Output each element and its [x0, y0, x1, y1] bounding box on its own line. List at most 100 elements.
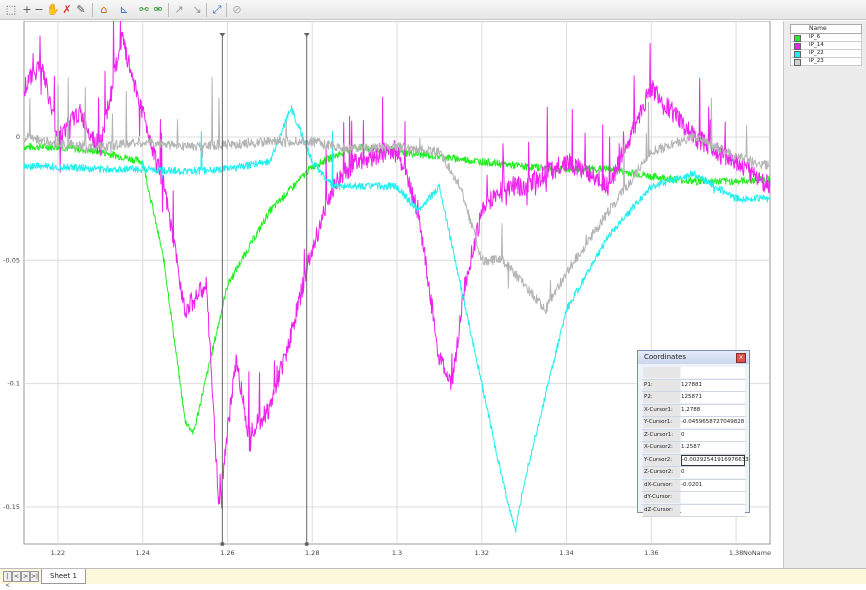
coordinates-label: P2:	[643, 392, 680, 403]
sheet-tab-bar: |< < > >| Sheet 1	[0, 568, 866, 589]
coordinates-value[interactable]: 1.2788	[681, 404, 745, 416]
next-sheet-button[interactable]: >	[21, 571, 30, 582]
coordinates-value[interactable]: -0.0459658727049828	[681, 417, 745, 428]
cursor-bottom-marker	[220, 542, 225, 546]
cursor-top-marker	[219, 33, 226, 37]
y-tick-label: -0.05	[3, 256, 20, 264]
legend-label: IP_14	[809, 42, 824, 48]
lock-icon[interactable]: ⊘	[232, 3, 242, 16]
coordinates-row: dZ-Cursor:	[642, 504, 746, 517]
toolbar: ⬚ + − ✋ ✗ ✎ ⌂ ⊾ ⚯ ⚮ ↗ ↘ ⤢ ⊘	[0, 0, 866, 20]
x-tick-label: 1.26	[220, 549, 234, 557]
select-tool-icon[interactable]: ⬚	[5, 3, 17, 16]
toolbar-separator	[92, 3, 93, 17]
legend-swatch[interactable]	[794, 59, 801, 66]
x-tick-label: 1.3	[392, 549, 402, 557]
prev-sheet-button[interactable]: <	[12, 571, 21, 582]
coordinates-row: Y-Cursor2: -0.00292541916976633	[642, 454, 749, 467]
toolbar-separator	[226, 3, 227, 17]
legend-item-ip-14[interactable]: IP_14	[790, 42, 862, 50]
y-tick-label: -0.1	[7, 380, 20, 388]
add-point-icon[interactable]: +	[22, 3, 32, 16]
coordinates-row: dX-Cursor: -0.0201	[642, 479, 746, 492]
unlink-icon[interactable]: ⚮	[153, 3, 163, 16]
coordinates-label: dZ-Cursor:	[643, 504, 680, 516]
coordinates-value[interactable]: 0	[681, 467, 745, 478]
legend-item-ip-6[interactable]: IP_6	[790, 34, 862, 42]
delete-x-icon[interactable]: ✗	[62, 3, 72, 16]
x-tick-label: 1.38	[729, 549, 743, 557]
coordinates-row: Y-Cursor1: -0.0459658727049828	[642, 417, 746, 430]
hand-pan-icon[interactable]: ✋	[46, 3, 60, 16]
legend-item-ip-22[interactable]: IP_22	[790, 50, 862, 58]
cursor-top-marker	[303, 33, 310, 37]
close-icon[interactable]: ×	[736, 353, 746, 363]
first-sheet-button[interactable]: |<	[3, 571, 12, 589]
axis-icon[interactable]: ⊾	[119, 3, 129, 16]
coordinates-value[interactable]: -0.0201	[681, 479, 745, 491]
coordinates-row: X-Cursor1: 1.2788	[642, 404, 746, 417]
coordinates-label: X-Cursor1:	[643, 404, 680, 416]
coordinates-label: Y-Cursor2:	[643, 454, 680, 466]
toolbar-separator	[206, 3, 207, 17]
legend-swatch[interactable]	[794, 35, 801, 42]
y-tick-label: -0.15	[3, 503, 20, 511]
coordinates-row: dY-Cursor:	[642, 492, 746, 505]
legend-label: IP_6	[809, 34, 821, 40]
coordinates-label: P1:	[643, 379, 680, 391]
x-tick-label: 1.36	[644, 549, 658, 557]
tab-sheet-1[interactable]: Sheet 1	[41, 569, 86, 584]
coordinates-value[interactable]	[681, 492, 745, 503]
coordinates-label: dY-Cursor:	[643, 492, 680, 503]
coordinates-row: P2: 125871	[642, 392, 746, 405]
series-line	[23, 105, 771, 533]
coordinates-value[interactable]	[681, 367, 745, 378]
last-sheet-button[interactable]: >|	[30, 571, 39, 582]
cursor-icon[interactable]: ↗	[174, 3, 184, 16]
y-tick-label: 0	[16, 133, 20, 141]
coordinates-label: Y-Cursor1:	[643, 417, 680, 428]
x-tick-label: 1.32	[475, 549, 489, 557]
x-tick-label: 1.28	[305, 549, 319, 557]
coordinates-label: Z-Cursor2:	[643, 467, 680, 478]
legend-item-ip-23[interactable]: IP_23	[790, 58, 862, 66]
measure-icon[interactable]: ↘	[192, 3, 202, 16]
coordinates-row: Z-Cursor2: 0	[642, 467, 746, 480]
legend-header: Name	[790, 24, 862, 34]
link-icon[interactable]: ⚯	[139, 3, 149, 16]
zoom-fit-icon[interactable]: ⤢	[212, 3, 222, 16]
coordinates-table: P1: 127881 P2: 125871 X-Cursor1: 1.2788 Y-Curs…	[642, 367, 749, 517]
coordinates-row: X-Cursor2: 1.2587	[642, 442, 746, 455]
chart-type-icon[interactable]: ⌂	[100, 3, 108, 16]
coordinates-row: Z-Cursor1: 0	[642, 429, 746, 442]
legend-swatch[interactable]	[794, 43, 801, 50]
coordinates-title: Coordinates	[644, 353, 687, 361]
coordinates-row: P1: 127881	[642, 379, 746, 392]
remove-icon[interactable]: −	[34, 3, 44, 16]
coordinates-value[interactable]: 125871	[681, 392, 745, 403]
edit-curve-icon[interactable]: ✎	[76, 3, 86, 16]
series-line	[23, 76, 771, 315]
coordinates-value[interactable]: 1.2587	[681, 442, 745, 453]
legend-swatch[interactable]	[794, 51, 801, 58]
coordinates-value[interactable]: 127881	[681, 379, 745, 391]
coordinates-label: X-Cursor2:	[643, 442, 680, 453]
x-tick-label: 1.24	[135, 549, 149, 557]
legend-panel: Name IP_6 IP_14 IP_22 IP_23	[783, 21, 866, 568]
coordinates-title-bar[interactable]: Coordinates ×	[638, 351, 749, 364]
coordinates-label: Z-Cursor1:	[643, 429, 680, 441]
x-axis-label: NoName	[743, 549, 771, 557]
x-tick-label: 1.34	[559, 549, 573, 557]
coordinates-value[interactable]: 0	[681, 429, 745, 441]
coordinates-label: dX-Cursor:	[643, 479, 680, 491]
cursor-bottom-marker	[304, 542, 309, 546]
coordinates-row	[642, 367, 746, 380]
coordinates-value[interactable]	[681, 504, 745, 516]
coordinates-label	[643, 367, 680, 378]
coordinates-value[interactable]: -0.00292541916976633	[681, 454, 749, 466]
x-tick-label: 1.22	[51, 549, 65, 557]
legend-label: IP_22	[809, 50, 824, 56]
toolbar-separator	[168, 3, 169, 17]
coordinates-dialog: Coordinates × P1: 127881 P2: 125871 X-Cursor…	[637, 350, 750, 517]
legend-label: IP_23	[809, 58, 824, 64]
